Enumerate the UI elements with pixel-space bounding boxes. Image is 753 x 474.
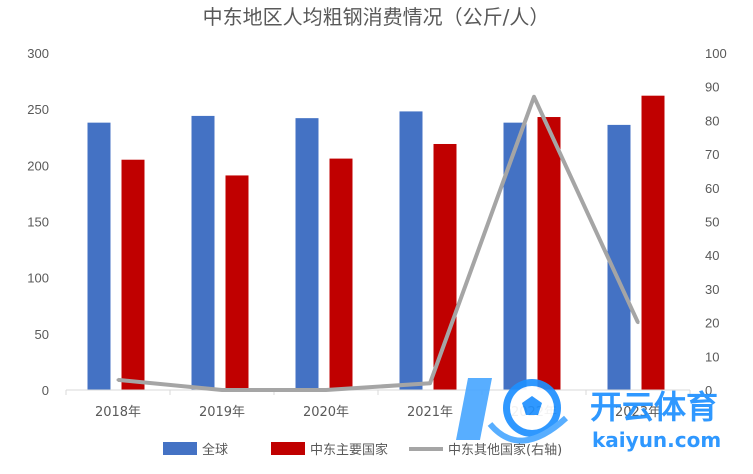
legend-swatch: [271, 442, 305, 455]
watermark-url: kaiyun.com: [592, 428, 721, 452]
category-label: 2020年: [303, 405, 349, 420]
logo-ball-pentagon: [522, 396, 542, 415]
bar-global: [607, 124, 631, 390]
left-tick-label: 0: [42, 383, 49, 398]
category-label: 2023年: [615, 405, 661, 420]
legend: 全球 中东主要国家 中东其他国家(右轴): [163, 442, 562, 458]
left-tick-label: 50: [35, 327, 49, 342]
legend-label: 中东主要国家: [310, 442, 388, 458]
line-point: [324, 388, 328, 392]
line-layer: [116, 94, 640, 392]
left-tick-label: 300: [27, 46, 49, 61]
right-tick-label: 40: [705, 248, 719, 263]
line-point: [636, 321, 640, 325]
watermark-brand: 开云体育: [590, 388, 718, 426]
right-tick-label: 50: [705, 215, 719, 230]
legend-label: 中东其他国家(右轴): [448, 442, 562, 458]
bar-layer: [87, 95, 665, 391]
bar-middle-east-major: [225, 175, 249, 390]
category-label: 2021年: [407, 405, 453, 420]
right-tick-label: 0: [705, 383, 712, 398]
left-tick-label: 100: [27, 271, 49, 286]
line-point: [532, 95, 536, 99]
right-tick-label: 90: [705, 80, 719, 95]
bar-middle-east-major: [537, 117, 561, 390]
right-axis-ticks: 0 10 20 30 40 50 60 70 80 90 100: [705, 46, 727, 398]
right-tick-label: 60: [705, 181, 719, 196]
line-point: [428, 381, 432, 385]
legend-swatch: [163, 442, 197, 455]
bar-global: [87, 122, 111, 390]
left-tick-label: 200: [27, 158, 49, 173]
bar-middle-east-major: [121, 159, 145, 390]
category-label: 2019年: [199, 405, 245, 420]
left-tick-label: 250: [27, 102, 49, 117]
line-point: [220, 388, 224, 392]
line-middle-east-other: [117, 94, 640, 392]
right-tick-label: 100: [705, 46, 727, 61]
line-point: [116, 378, 120, 382]
right-tick-label: 30: [705, 282, 719, 297]
bar-middle-east-major: [433, 143, 457, 390]
bar-global: [503, 122, 527, 390]
bar-global: [191, 115, 215, 390]
watermark-logo: 开云体育 kaiyun.com: [456, 378, 721, 452]
right-tick-label: 80: [705, 113, 719, 128]
left-axis-ticks: 0 50 100 150 200 250 300: [27, 46, 49, 398]
right-tick-label: 70: [705, 147, 719, 162]
chart-title: 中东地区人均粗钢消费情况（公斤/人）: [203, 5, 550, 29]
bar-global: [399, 111, 423, 390]
category-label: 2018年: [95, 405, 141, 420]
logo-k-stem: [456, 378, 492, 440]
bar-middle-east-major: [641, 95, 665, 390]
logo-swoosh: [487, 415, 569, 444]
left-tick-label: 150: [27, 215, 49, 230]
right-tick-label: 20: [705, 316, 719, 331]
bar-middle-east-major: [329, 158, 353, 390]
right-tick-label: 10: [705, 349, 719, 364]
legend-label: 全球: [202, 442, 228, 458]
bar-global: [295, 118, 319, 391]
